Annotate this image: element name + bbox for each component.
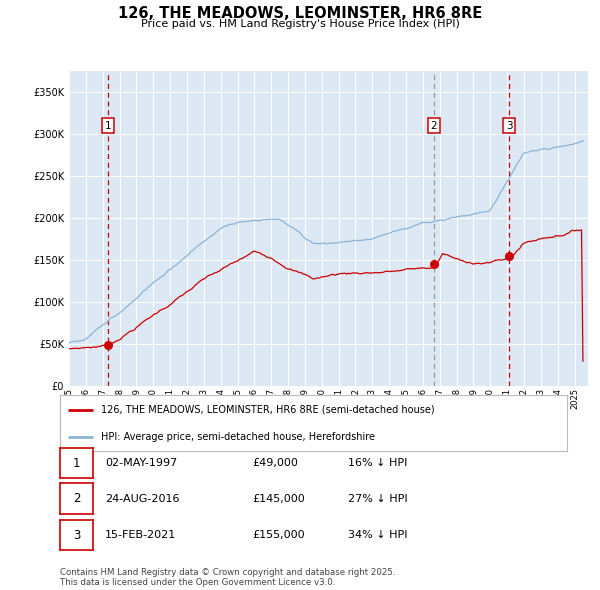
Text: £145,000: £145,000 xyxy=(252,494,305,503)
Text: 27% ↓ HPI: 27% ↓ HPI xyxy=(348,494,407,503)
Text: 126, THE MEADOWS, LEOMINSTER, HR6 8RE (semi-detached house): 126, THE MEADOWS, LEOMINSTER, HR6 8RE (s… xyxy=(101,405,434,415)
Text: 2: 2 xyxy=(431,120,437,130)
Text: 1: 1 xyxy=(105,120,112,130)
Text: 02-MAY-1997: 02-MAY-1997 xyxy=(105,458,177,468)
Text: £155,000: £155,000 xyxy=(252,530,305,540)
Text: Price paid vs. HM Land Registry's House Price Index (HPI): Price paid vs. HM Land Registry's House … xyxy=(140,19,460,29)
Text: £49,000: £49,000 xyxy=(252,458,298,468)
Text: 24-AUG-2016: 24-AUG-2016 xyxy=(105,494,179,503)
Text: 3: 3 xyxy=(506,120,512,130)
Text: HPI: Average price, semi-detached house, Herefordshire: HPI: Average price, semi-detached house,… xyxy=(101,432,374,442)
Text: 1: 1 xyxy=(73,457,80,470)
Text: Contains HM Land Registry data © Crown copyright and database right 2025.
This d: Contains HM Land Registry data © Crown c… xyxy=(60,568,395,587)
Text: 16% ↓ HPI: 16% ↓ HPI xyxy=(348,458,407,468)
Text: 15-FEB-2021: 15-FEB-2021 xyxy=(105,530,176,540)
Text: 3: 3 xyxy=(73,529,80,542)
Text: 2: 2 xyxy=(73,492,80,505)
Text: 34% ↓ HPI: 34% ↓ HPI xyxy=(348,530,407,540)
Text: 126, THE MEADOWS, LEOMINSTER, HR6 8RE: 126, THE MEADOWS, LEOMINSTER, HR6 8RE xyxy=(118,6,482,21)
